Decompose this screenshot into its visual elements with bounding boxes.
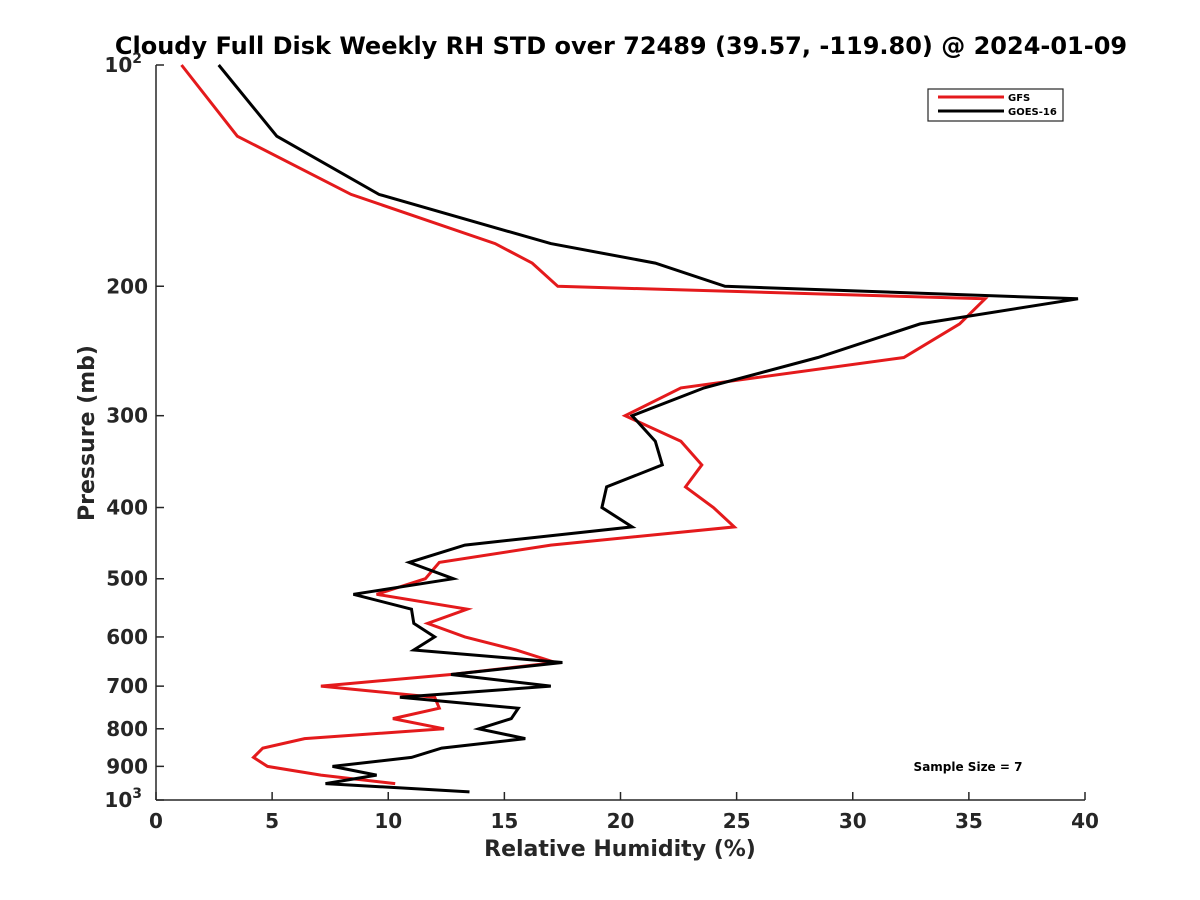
legend-box bbox=[927, 88, 1064, 122]
x-tick-label: 20 bbox=[607, 809, 635, 833]
y-tick-base: 10 bbox=[104, 788, 132, 812]
x-tick-label: 30 bbox=[839, 809, 867, 833]
plot-area bbox=[155, 65, 1085, 801]
x-tick-label: 0 bbox=[149, 809, 163, 833]
y-tick-label: 102 bbox=[104, 51, 142, 77]
series-layer bbox=[180, 64, 1079, 794]
y-tick-exponent: 3 bbox=[132, 786, 142, 802]
series-line-goes-16 bbox=[217, 64, 1079, 794]
x-tick-label: 5 bbox=[265, 809, 279, 833]
y-tick-label: 300 bbox=[106, 404, 148, 428]
chart-title: Cloudy Full Disk Weekly RH STD over 7248… bbox=[115, 32, 1127, 60]
x-tick-label: 15 bbox=[490, 809, 518, 833]
legend: GFS GOES-16 bbox=[927, 88, 1064, 122]
legend-label-gfs: GFS bbox=[1008, 93, 1030, 104]
x-tick-label: 35 bbox=[955, 809, 983, 833]
series-line-gfs bbox=[180, 64, 989, 786]
sample-size-annotation: Sample Size = 7 bbox=[914, 760, 1023, 774]
x-ticks: 0 5 10 15 20 25 30 35 40 bbox=[149, 792, 1099, 833]
x-axis-label: Relative Humidity (%) bbox=[484, 837, 756, 862]
y-tick-label: 900 bbox=[106, 754, 148, 778]
x-tick-label: 10 bbox=[374, 809, 402, 833]
y-tick-label: 200 bbox=[106, 274, 148, 298]
y-tick-label: 600 bbox=[106, 625, 148, 649]
legend-label-goes16: GOES-16 bbox=[1008, 107, 1057, 118]
y-tick-label: 400 bbox=[106, 496, 148, 520]
y-tick-base: 10 bbox=[104, 53, 132, 77]
x-tick-label: 40 bbox=[1071, 809, 1099, 833]
y-tick-label: 700 bbox=[106, 674, 148, 698]
y-tick-exponent: 2 bbox=[132, 51, 142, 67]
y-tick-label: 800 bbox=[106, 717, 148, 741]
x-tick-label: 25 bbox=[723, 809, 751, 833]
y-axis-label: Pressure (mb) bbox=[75, 345, 100, 521]
y-tick-label: 103 bbox=[104, 786, 142, 812]
y-tick-label: 500 bbox=[106, 567, 148, 591]
